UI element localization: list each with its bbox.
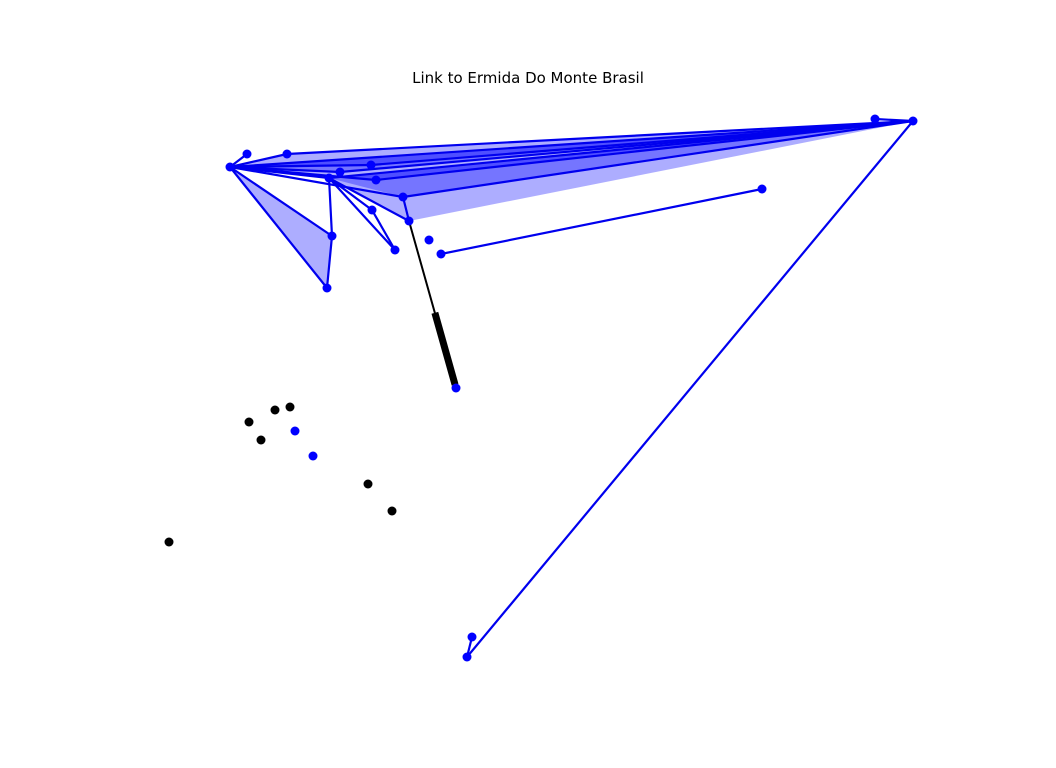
node-n17 <box>757 184 767 194</box>
node-n16 <box>451 383 461 393</box>
node-n10 <box>327 231 337 241</box>
edge-n12-n9 <box>873 117 915 123</box>
node-n18 <box>436 249 446 259</box>
edges-layer <box>228 117 915 659</box>
node-n24 <box>244 417 254 427</box>
node-n19 <box>424 235 434 245</box>
node-n23 <box>467 632 477 642</box>
node-n14 <box>367 205 377 215</box>
edge-n7-n9 <box>374 119 915 182</box>
node-n3 <box>282 149 292 159</box>
edge-n10-n11 <box>325 234 334 290</box>
node-n12 <box>870 114 880 124</box>
faces-layer <box>230 121 913 288</box>
node-n26 <box>285 402 295 412</box>
face-n1-n4-n9 <box>230 121 913 172</box>
node-n11 <box>322 283 332 293</box>
edge-n1-n9 <box>228 119 915 169</box>
edge-n6-n10 <box>327 176 334 238</box>
edge-n6-n15 <box>327 176 397 252</box>
edge-n1-n8 <box>228 165 405 199</box>
node-n30 <box>164 537 174 547</box>
node-n15 <box>390 245 400 255</box>
edge-n14-n15 <box>370 208 397 252</box>
node-n2 <box>242 149 252 159</box>
node-n28 <box>363 479 373 489</box>
node-n1 <box>225 162 235 172</box>
node-n4 <box>335 167 345 177</box>
face-n6-n13-n9 <box>329 121 913 221</box>
node-n13 <box>404 216 414 226</box>
face-n6-n8-n9 <box>329 121 913 197</box>
node-n20 <box>290 426 300 436</box>
edge-n1-n7 <box>228 165 378 182</box>
edge-n1-n11 <box>228 165 329 290</box>
edge-n22-n9 <box>465 119 915 659</box>
node-n22 <box>462 652 472 662</box>
node-n21 <box>308 451 318 461</box>
edge-n1-n3 <box>228 152 289 169</box>
edge-n8-n9 <box>401 119 915 199</box>
edge-n13-n16-arrowhead <box>431 311 459 386</box>
node-n27 <box>256 435 266 445</box>
node-n29 <box>387 506 397 516</box>
node-n7 <box>371 175 381 185</box>
edge-n17-n18 <box>439 187 764 256</box>
node-n8 <box>398 192 408 202</box>
edge-n5-n9 <box>369 119 915 167</box>
node-n25 <box>270 405 280 415</box>
node-n9 <box>908 116 918 126</box>
edge-n6-n9 <box>327 119 915 180</box>
nodes-layer <box>164 114 918 662</box>
edge-n6-n14 <box>327 176 374 212</box>
edge-n1-n10 <box>228 165 334 238</box>
node-n6 <box>324 173 334 183</box>
edge-n6-n13 <box>327 176 411 223</box>
node-n5 <box>366 160 376 170</box>
edge-n3-n9 <box>285 119 915 156</box>
edge-n1-n5 <box>228 163 373 169</box>
diagram-title: Link to Ermida Do Monte Brasil <box>412 69 644 87</box>
